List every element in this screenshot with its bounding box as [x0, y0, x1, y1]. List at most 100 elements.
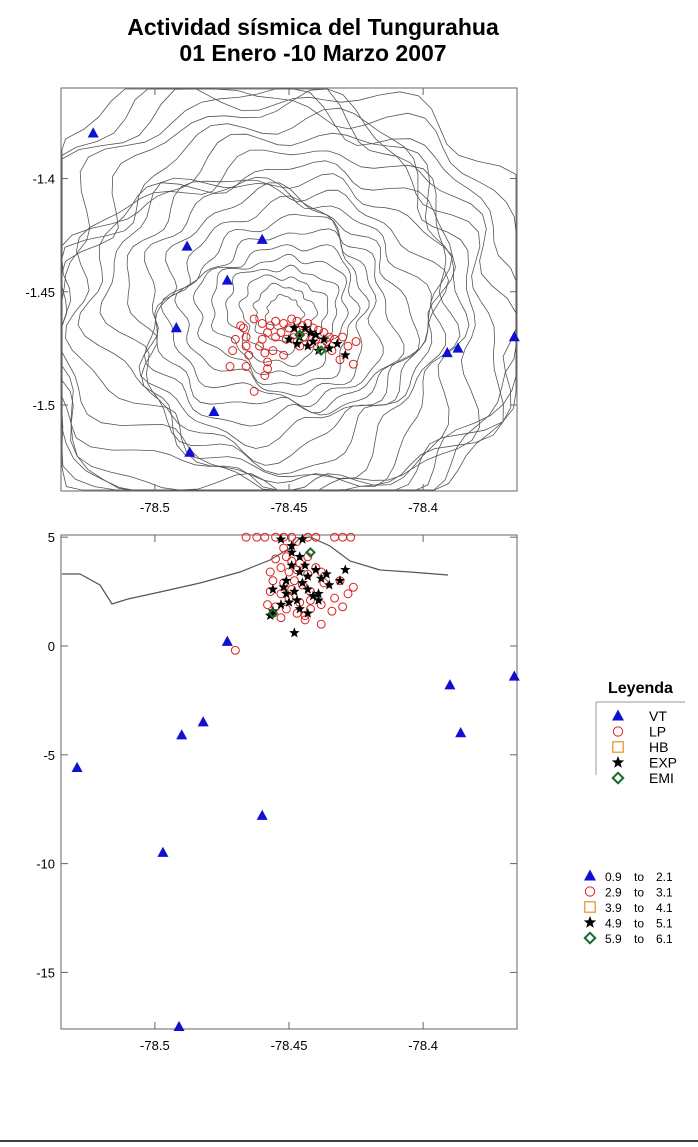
- event-lp-marker: [335, 355, 345, 365]
- event-emi-marker: [294, 329, 306, 341]
- event-lp-marker: [279, 350, 289, 360]
- event-lp-marker: [327, 606, 337, 616]
- event-lp-marker: [351, 337, 361, 347]
- contour-line: [126, 179, 449, 466]
- range-to: 3.1: [656, 886, 673, 900]
- map-event-markers: [87, 127, 520, 457]
- legend-lp-label: LP: [649, 724, 666, 740]
- event-exp-marker: [294, 331, 305, 342]
- y-tick-label: 5: [48, 530, 55, 545]
- event-lp-marker: [241, 332, 251, 342]
- legend-vt-label: VT: [649, 708, 667, 724]
- chart-title-line1: Actividad sísmica del Tungurahua: [127, 14, 499, 40]
- event-exp-marker: [294, 603, 305, 614]
- event-exp-marker: [275, 533, 287, 544]
- event-lp-marker: [348, 359, 358, 369]
- event-lp-marker: [324, 332, 334, 342]
- event-lp-marker: [241, 341, 251, 351]
- depth-frame: [60, 534, 518, 1030]
- range-exp-symbol: [583, 916, 597, 928]
- event-lp-marker: [297, 321, 307, 331]
- event-exp-marker: [299, 322, 311, 333]
- event-lp-marker: [265, 567, 275, 577]
- event-lp-marker: [260, 532, 270, 542]
- event-lp-marker: [279, 543, 289, 553]
- event-lp-marker: [241, 362, 251, 371]
- event-vt-marker: [256, 233, 268, 244]
- event-lp-marker: [338, 602, 348, 612]
- event-lp-marker: [346, 532, 356, 542]
- event-exp-marker: [283, 333, 295, 344]
- event-vt-marker: [221, 274, 233, 285]
- range-word: to: [634, 932, 644, 946]
- contour-line: [61, 88, 517, 491]
- event-exp-marker: [275, 599, 287, 610]
- event-lp-marker: [263, 357, 273, 367]
- contour-line: [61, 107, 481, 491]
- event-lp-marker: [292, 565, 302, 575]
- contour-line: [61, 88, 517, 491]
- legend-title: Leyenda: [608, 680, 673, 697]
- event-lp-marker: [236, 321, 246, 331]
- x-tick-label: -78.5: [140, 500, 170, 515]
- event-exp-marker: [286, 546, 297, 557]
- event-exp-marker: [340, 349, 351, 360]
- event-exp-marker: [321, 568, 332, 579]
- y-tick-label: 0: [48, 639, 55, 654]
- event-emi-marker: [267, 607, 279, 619]
- event-exp-marker: [340, 564, 351, 575]
- event-exp-marker: [324, 579, 335, 590]
- event-vt-marker: [508, 331, 520, 342]
- range-to: 2.1: [656, 870, 673, 884]
- contour-line: [174, 228, 370, 397]
- event-vt-marker: [256, 809, 268, 820]
- event-lp-marker: [292, 608, 302, 618]
- event-lp-marker: [343, 589, 353, 599]
- event-lp-marker: [252, 532, 262, 542]
- event-vt-marker: [173, 1020, 185, 1032]
- legend-exp-symbol: [611, 756, 625, 768]
- x-tick-label: -78.4: [408, 500, 438, 515]
- event-exp-marker: [313, 588, 324, 599]
- event-exp-marker: [289, 627, 300, 638]
- chart-title-line2: 01 Enero -10 Marzo 2007: [179, 40, 446, 66]
- event-lp-marker: [263, 600, 273, 610]
- event-exp-marker: [324, 342, 335, 353]
- event-lp-marker: [319, 578, 329, 588]
- x-tick-label: -78.4: [408, 1038, 438, 1053]
- contour-line: [65, 149, 461, 487]
- range-from: 4.9: [605, 917, 622, 931]
- event-lp-marker: [268, 346, 278, 356]
- event-exp-marker: [302, 570, 314, 581]
- event-lp-marker: [348, 582, 358, 592]
- range-hb-symbol: [584, 901, 596, 913]
- contour-line: [143, 182, 421, 427]
- contour-line: [160, 214, 384, 408]
- event-lp-marker: [276, 328, 286, 337]
- event-lp-marker: [287, 584, 297, 594]
- legend-hb-label: HB: [649, 739, 668, 755]
- range-to: 6.1: [656, 932, 673, 946]
- event-exp-marker: [286, 540, 297, 551]
- event-exp-marker: [278, 581, 289, 592]
- range-to: 5.1: [656, 917, 673, 931]
- event-exp-marker: [283, 596, 295, 607]
- event-lp-marker: [238, 323, 248, 333]
- event-vt-marker: [444, 679, 456, 690]
- legend-vt-symbol: [612, 709, 624, 721]
- event-exp-marker: [267, 583, 279, 594]
- event-exp-marker: [281, 588, 292, 599]
- event-lp-marker: [338, 332, 348, 342]
- depth-panel: -78.5 -78.45 -78.450-5-10-15: [36, 530, 520, 1053]
- contour-line: [238, 274, 329, 356]
- event-lp-marker: [228, 346, 238, 356]
- contour-line: [210, 253, 349, 377]
- legend-emi-symbol: [611, 771, 625, 785]
- range-word: to: [634, 870, 644, 884]
- range-from: 5.9: [605, 932, 622, 946]
- event-exp-marker: [289, 586, 300, 597]
- range-from: 2.9: [605, 886, 622, 900]
- event-lp-marker: [338, 532, 348, 542]
- x-tick-label: -78.45: [271, 500, 308, 515]
